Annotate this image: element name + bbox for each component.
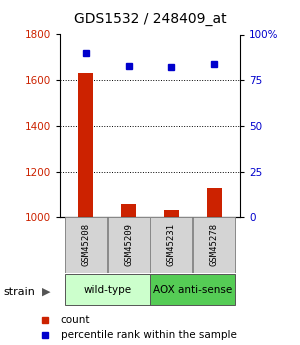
Bar [207,188,222,217]
Bar [108,217,150,273]
Text: GSM45209: GSM45209 [124,224,133,266]
Bar [121,204,136,217]
Bar [65,274,150,305]
Text: GDS1532 / 248409_at: GDS1532 / 248409_at [74,12,226,26]
Text: AOX anti-sense: AOX anti-sense [153,285,232,295]
Text: percentile rank within the sample: percentile rank within the sample [61,330,236,340]
Text: count: count [61,315,90,325]
Text: strain: strain [3,287,35,296]
Bar [78,73,93,217]
Text: GSM45208: GSM45208 [81,224,90,266]
Bar [193,217,235,273]
Bar [150,274,235,305]
Text: wild-type: wild-type [83,285,131,295]
Text: ▶: ▶ [42,287,51,296]
Text: GSM45278: GSM45278 [210,224,219,266]
Bar [150,217,192,273]
Bar [164,210,179,217]
Text: GSM45231: GSM45231 [167,224,176,266]
Bar [65,217,107,273]
